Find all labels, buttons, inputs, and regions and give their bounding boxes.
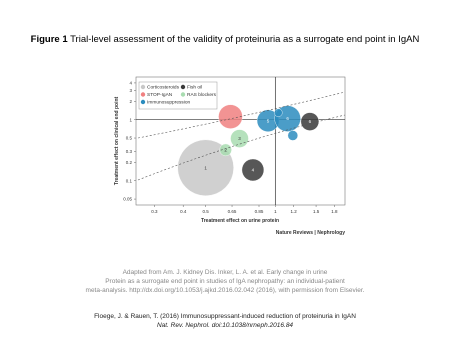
bubble xyxy=(219,143,232,157)
legend-label: STOP-IgAN xyxy=(147,92,173,98)
y-tick-label: 2 xyxy=(129,99,132,104)
y-tick-label: 0.3 xyxy=(126,149,133,154)
bubble-label: 4 xyxy=(252,168,255,173)
bubble xyxy=(241,158,265,182)
legend-swatch xyxy=(180,92,186,97)
x-tick-label: 1.8 xyxy=(331,209,338,214)
y-tick-label: 0.1 xyxy=(126,178,133,183)
x-tick-label: 0.3 xyxy=(151,209,158,214)
credit-line: Protein as a surrogate end point in stud… xyxy=(105,278,345,285)
bubble xyxy=(230,129,249,148)
legend-label: Corticosteroids xyxy=(147,85,180,91)
bubble-label: 1 xyxy=(204,165,207,170)
y-tick-label: 1 xyxy=(129,117,132,122)
source: Nature Reviews | Nephrology xyxy=(276,230,345,236)
x-tick-label: 0.85 xyxy=(255,209,264,214)
bubble-label: 6 xyxy=(286,116,289,121)
legend-swatch xyxy=(140,84,146,90)
legend-box xyxy=(138,81,218,110)
legend-label: Fish oil xyxy=(187,85,202,91)
upper-bound xyxy=(137,91,346,139)
legend-swatch xyxy=(180,84,186,90)
legend-swatch xyxy=(140,99,146,105)
bubble-label: 2 xyxy=(224,147,227,152)
y-tick-label: 0.5 xyxy=(126,136,133,141)
y-tick-label: 0.2 xyxy=(126,160,133,165)
bubble-label: 3 xyxy=(238,136,241,141)
y-axis-label: Treatment effect on clinical end point xyxy=(114,96,120,185)
y-tick-label: 0.05 xyxy=(123,197,132,202)
x-tick-label: 0.5 xyxy=(203,209,210,214)
lower-bound xyxy=(137,114,346,181)
credit-line: Adapted from Am. J. Kidney Dis. Inker, L… xyxy=(123,269,328,276)
figure-heading: Figure 1 Trial-level assessment of the v… xyxy=(31,34,420,45)
bubble xyxy=(218,104,243,129)
x-tick-label: 1.2 xyxy=(291,209,298,214)
y-tick-label: 3 xyxy=(129,88,132,93)
x-tick-label: 1.5 xyxy=(313,209,320,214)
x-tick-label: 1 xyxy=(274,209,277,214)
y-tick-label: 4 xyxy=(129,81,132,86)
citation-line: Nat. Rev. Nephrol. doi:10.1038/nrneph.20… xyxy=(157,322,293,329)
bubble xyxy=(177,139,234,196)
legend-swatch xyxy=(140,92,146,97)
x-axis-label: Treatment effect on urine protein xyxy=(201,218,279,224)
plot: 0.3 0.4 0.5 0.65 0.85 1 1.2 1.5 1.8 4 3 2 1 0.5 0.3 0.2… xyxy=(123,77,345,214)
x-tick-label: 0.65 xyxy=(228,209,237,214)
legend-label: RAS blockers xyxy=(187,92,217,98)
citation-line: Floege, J. & Rauen, T. (2016) Immunosupp… xyxy=(94,313,356,320)
legend-label: Immunosuppression xyxy=(147,100,191,106)
credit-line: meta-analysis. http://dx.doi.org/10.1053… xyxy=(86,287,365,294)
bubble xyxy=(287,130,299,141)
bubble xyxy=(300,112,320,131)
bubble xyxy=(274,108,283,117)
bubble-label: 5 xyxy=(267,118,270,123)
bubble-label: 6 xyxy=(309,119,312,124)
figure-label: Figure 1 xyxy=(31,34,69,45)
plot-frame xyxy=(135,76,346,206)
x-tick-label: 0.4 xyxy=(180,209,187,214)
figure-title: Trial-level assessment of the validity o… xyxy=(70,34,419,45)
